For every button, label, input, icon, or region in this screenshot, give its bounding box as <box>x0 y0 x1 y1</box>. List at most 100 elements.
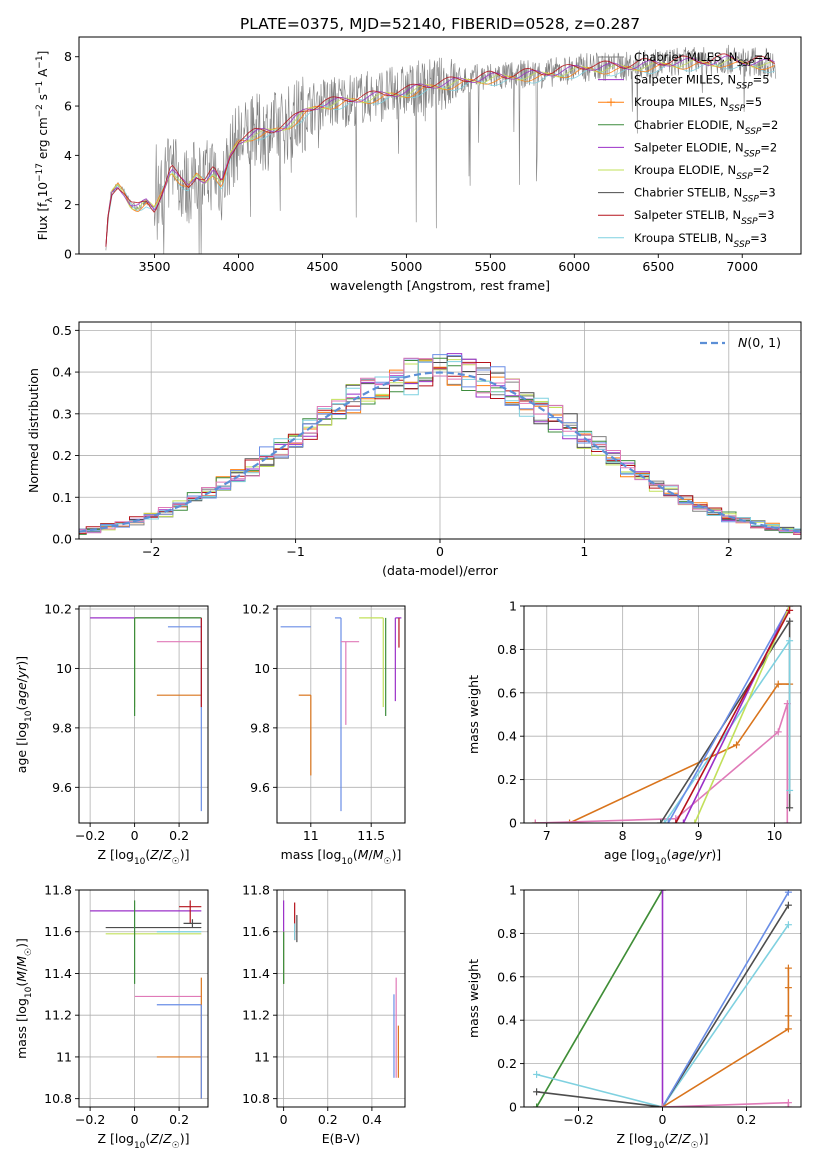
mass_vs_Z-frame <box>78 889 209 1108</box>
label-part: −1 <box>35 55 45 68</box>
label-part: Chabrier MILES, N <box>634 50 737 64</box>
label-part: Salpeter ELODIE, N <box>634 140 744 154</box>
legend-label: Kroupa ELODIE, NSSP=2 <box>634 163 770 182</box>
weight-line <box>661 891 790 1107</box>
y-axis-label: Flux [fλ10−17 erg cm−2 s−1 A−1] <box>35 51 55 241</box>
label-part: )] <box>392 847 402 862</box>
weight-line <box>662 1101 790 1107</box>
legend-label: Chabrier ELODIE, NSSP=2 <box>634 118 778 137</box>
y-tick-label: 4 <box>64 148 72 163</box>
legend-label: N(0, 1) <box>738 335 781 350</box>
histogram-series <box>79 354 801 533</box>
label-part: Z <box>162 847 172 862</box>
mass_vs_ebv-axes: 0 0.2 0.4 10.8 11 11.2 11.4 11.6 11.8 E(B-V) <box>242 883 406 1146</box>
x-tick-label: 4500 <box>307 259 339 274</box>
label-part: )] <box>14 938 29 948</box>
y-tick-label: 11 <box>56 1049 72 1064</box>
x-tick-label: 1 <box>580 544 588 559</box>
label-part: M <box>358 847 369 862</box>
x-tick-label: −0.2 <box>563 1112 593 1127</box>
label-part: −2 <box>35 104 45 117</box>
x-axis-label: (data-model)/error <box>382 563 499 578</box>
legend-label: Kroupa STELIB, NSSP=3 <box>634 231 767 250</box>
residuals-plot-area <box>79 353 801 535</box>
label-part: / <box>159 847 164 862</box>
label-part: ☉ <box>172 1141 180 1151</box>
y-axis-label: mass weight <box>466 675 481 754</box>
label-part: / <box>14 966 29 971</box>
age_vs_Z-plot-area <box>90 617 202 812</box>
x-tick-label: 6000 <box>558 259 590 274</box>
label-part: / <box>159 1131 164 1146</box>
label-part: mass [log <box>14 998 29 1059</box>
label-part: 10 <box>36 182 50 197</box>
label-part: 10 <box>653 1141 665 1151</box>
label-part: Chabrier ELODIE, N <box>634 118 745 132</box>
model-spectrum-line <box>105 58 775 247</box>
y-tick-label: 0 <box>509 1100 517 1115</box>
legend-label: Chabrier STELIB, NSSP=3 <box>634 186 776 205</box>
y-tick-label: 10 <box>56 661 72 676</box>
y-tick-label: 1 <box>509 599 517 614</box>
figure-title: PLATE=0375, MJD=52140, FIBERID=0528, z=0… <box>240 15 640 33</box>
label-part: Kroupa STELIB, N <box>634 231 734 245</box>
label-part: )] <box>699 1131 709 1146</box>
weight_vs_Z-frame <box>523 889 802 1108</box>
weight-line <box>667 606 791 823</box>
weight_vs_age-frame <box>523 605 802 824</box>
y-tick-label: 9.8 <box>250 720 270 735</box>
label-part: SSP <box>744 149 761 159</box>
y-tick-label: 0.1 <box>52 490 72 505</box>
weight-line <box>536 904 790 1107</box>
y-tick-label: 2 <box>64 197 72 212</box>
weight_vs_Z-axes: −0.2 0 0.200.20.40.60.81Z [log10(Z/Z☉)]mas… <box>466 883 802 1151</box>
y-tick-label: 11.6 <box>242 924 270 939</box>
spectrum-frame <box>78 36 802 255</box>
label-part: Z <box>681 1131 691 1146</box>
y-tick-label: 10.2 <box>44 601 72 616</box>
label-part: =4 <box>754 50 771 64</box>
y-tick-label: 0.2 <box>52 448 72 463</box>
x-tick-label: 0 <box>131 1112 139 1127</box>
mass_vs_ebv-plot-area <box>283 900 399 1078</box>
label-part: ( <box>14 982 29 987</box>
label-part: 10 <box>24 986 34 998</box>
x-tick-label: 0 <box>659 1112 667 1127</box>
label-part: M <box>373 847 384 862</box>
x-tick-label: 7 <box>543 828 551 843</box>
y-tick-label: 10.2 <box>242 601 270 616</box>
label-part: Salpeter MILES, N <box>634 73 736 87</box>
x-tick-label: 10 <box>766 828 782 843</box>
y-tick-label: 11 <box>254 1049 270 1064</box>
legend-label: Chabrier MILES, NSSP=4 <box>634 50 771 69</box>
weight-line <box>675 609 791 823</box>
y-tick-label: 0.8 <box>497 926 517 941</box>
label-part: yr <box>698 847 712 862</box>
label-part: ( <box>666 847 671 862</box>
label-part: ☉ <box>691 1141 699 1151</box>
age_vs_mass-plot-area <box>280 617 402 812</box>
label-part: Z [log <box>97 847 133 862</box>
label-part: SSP <box>734 240 751 250</box>
y-tick-label: 11.6 <box>44 924 72 939</box>
x-axis-label: age [log10(age/yr)] <box>604 847 721 867</box>
label-part: A <box>36 68 50 81</box>
y-tick-label: 0.2 <box>497 1056 517 1071</box>
y-tick-label: 11.4 <box>242 966 270 981</box>
y-tick-label: 0.2 <box>497 772 517 787</box>
label-part: SSP <box>745 127 762 137</box>
y-axis-label: mass [log10(M/M☉)] <box>14 938 34 1059</box>
mass_vs_Z-plot-area <box>90 900 202 1099</box>
x-axis-label: mass [log10(M/M☉)] <box>281 847 402 867</box>
legend-label: Salpeter ELODIE, NSSP=2 <box>634 140 777 159</box>
residuals-frame <box>78 321 802 540</box>
x-axis-label: E(B-V) <box>322 1131 361 1146</box>
label-part: mass [log <box>281 847 342 862</box>
label-part: 10 <box>341 857 353 867</box>
model-spectrum-line <box>105 53 776 247</box>
label-part: SSP <box>729 104 746 114</box>
x-tick-label: 2 <box>725 544 733 559</box>
y-tick-label: 8 <box>64 49 72 64</box>
